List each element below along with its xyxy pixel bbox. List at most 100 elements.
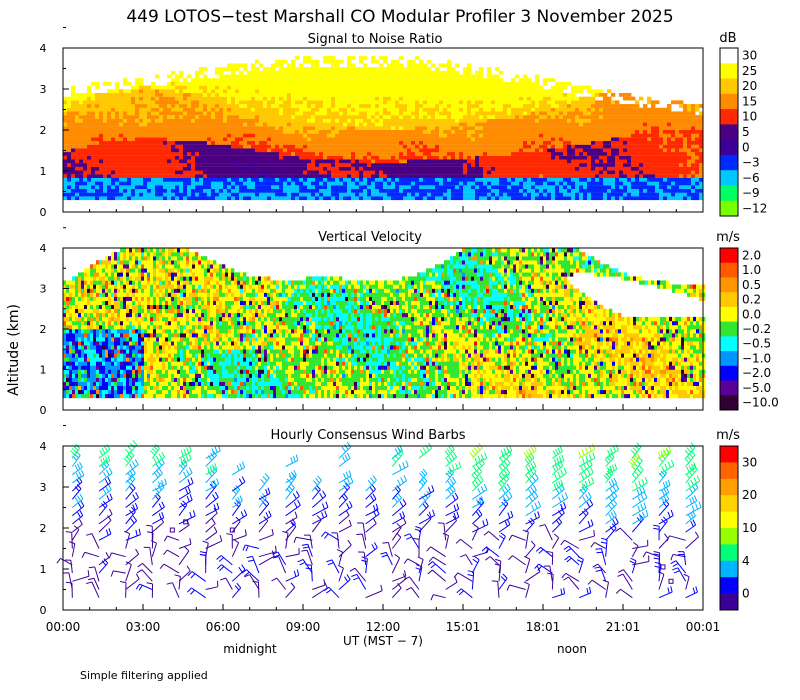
snr-cell — [235, 155, 240, 160]
snr-cell — [519, 144, 524, 149]
snr-cell — [415, 133, 420, 138]
snr-cell — [351, 126, 356, 130]
snr-cell — [375, 188, 380, 193]
snr-cell — [355, 163, 360, 167]
snr-cell — [211, 170, 216, 175]
snr-cell — [107, 177, 112, 182]
snr-cell — [275, 163, 280, 167]
snr-cell — [531, 92, 536, 97]
snr-cell — [299, 89, 304, 94]
snr-cell — [103, 170, 108, 175]
snr-cell — [531, 107, 536, 112]
snr-cell — [415, 115, 420, 119]
snr-cell — [607, 181, 612, 186]
snr-cell — [403, 159, 408, 164]
snr-cell — [607, 111, 612, 116]
snr-cell — [555, 137, 560, 142]
snr-cell — [647, 159, 652, 164]
snr-cell — [251, 155, 256, 160]
snr-cell — [379, 192, 384, 197]
snr-cell — [507, 126, 512, 130]
snr-cell — [291, 126, 296, 130]
snr-cell — [575, 163, 580, 167]
snr-cell — [363, 144, 368, 149]
snr-cell — [471, 85, 476, 90]
snr-cell — [431, 92, 436, 97]
snr-cell — [207, 177, 212, 182]
snr-cell — [155, 74, 160, 79]
snr-cell — [647, 137, 652, 142]
snr-cell — [275, 78, 280, 83]
snr-cell — [475, 163, 480, 167]
snr-cell — [171, 104, 176, 108]
snr-cell — [199, 155, 204, 160]
snr-cell — [619, 107, 624, 112]
snr-cell — [479, 107, 484, 112]
snr-cell — [383, 96, 388, 101]
snr-cell — [379, 144, 384, 149]
snr-cell — [163, 140, 168, 145]
snr-cell — [311, 85, 316, 90]
snr-cell — [195, 196, 200, 201]
snr-cell — [571, 181, 576, 186]
snr-cell — [639, 118, 644, 123]
snr-cell — [543, 92, 548, 97]
snr-cell — [251, 181, 256, 186]
snr-cell — [375, 85, 380, 90]
snr-cell — [67, 163, 72, 167]
snr-cell — [227, 196, 232, 201]
snr-cell — [127, 140, 132, 145]
snr-cell — [267, 133, 272, 138]
snr-cell — [103, 137, 108, 142]
snr-cell — [303, 163, 308, 167]
snr-cell — [147, 129, 152, 134]
snr-cell — [147, 177, 152, 182]
snr-cell — [67, 185, 72, 190]
snr-cell — [563, 100, 568, 105]
snr-cell — [167, 81, 172, 86]
snr-cell — [403, 104, 408, 108]
snr-cell — [383, 188, 388, 193]
snr-cell — [455, 163, 460, 167]
snr-cell — [567, 185, 572, 190]
snr-cell — [135, 133, 140, 138]
snr-cell — [399, 89, 404, 94]
snr-cell — [275, 133, 280, 138]
snr-cell — [391, 192, 396, 197]
snr-cell — [83, 92, 88, 97]
snr-cell — [507, 107, 512, 112]
snr-cell — [575, 89, 580, 94]
snr-cell — [235, 104, 240, 108]
snr-cell — [155, 122, 160, 127]
snr-cell — [239, 100, 244, 105]
snr-cell — [263, 196, 268, 201]
snr-cell — [479, 152, 484, 156]
snr-cell — [471, 159, 476, 164]
snr-cell — [623, 196, 628, 201]
snr-cell — [339, 177, 344, 182]
snr-cell — [427, 129, 432, 134]
snr-cell — [195, 118, 200, 123]
snr-cell — [411, 115, 416, 119]
snr-cell — [275, 188, 280, 193]
snr-cell — [147, 144, 152, 149]
snr-cell — [195, 148, 200, 153]
snr-cell — [635, 107, 640, 112]
snr-cell — [207, 111, 212, 116]
snr-cell — [351, 192, 356, 197]
snr-cell — [411, 89, 416, 94]
snr-cell — [431, 81, 436, 86]
snr-cell — [459, 111, 464, 116]
snr-cell — [191, 126, 196, 130]
snr-cell — [163, 133, 168, 138]
snr-cell — [467, 152, 472, 156]
snr-cell — [359, 133, 364, 138]
snr-cell — [439, 100, 444, 105]
snr-cell — [75, 159, 80, 164]
snr-cell — [199, 122, 204, 127]
snr-cell — [127, 185, 132, 190]
snr-cell — [195, 78, 200, 83]
snr-cell — [647, 177, 652, 182]
snr-cell — [239, 111, 244, 116]
snr-cell — [167, 133, 172, 138]
